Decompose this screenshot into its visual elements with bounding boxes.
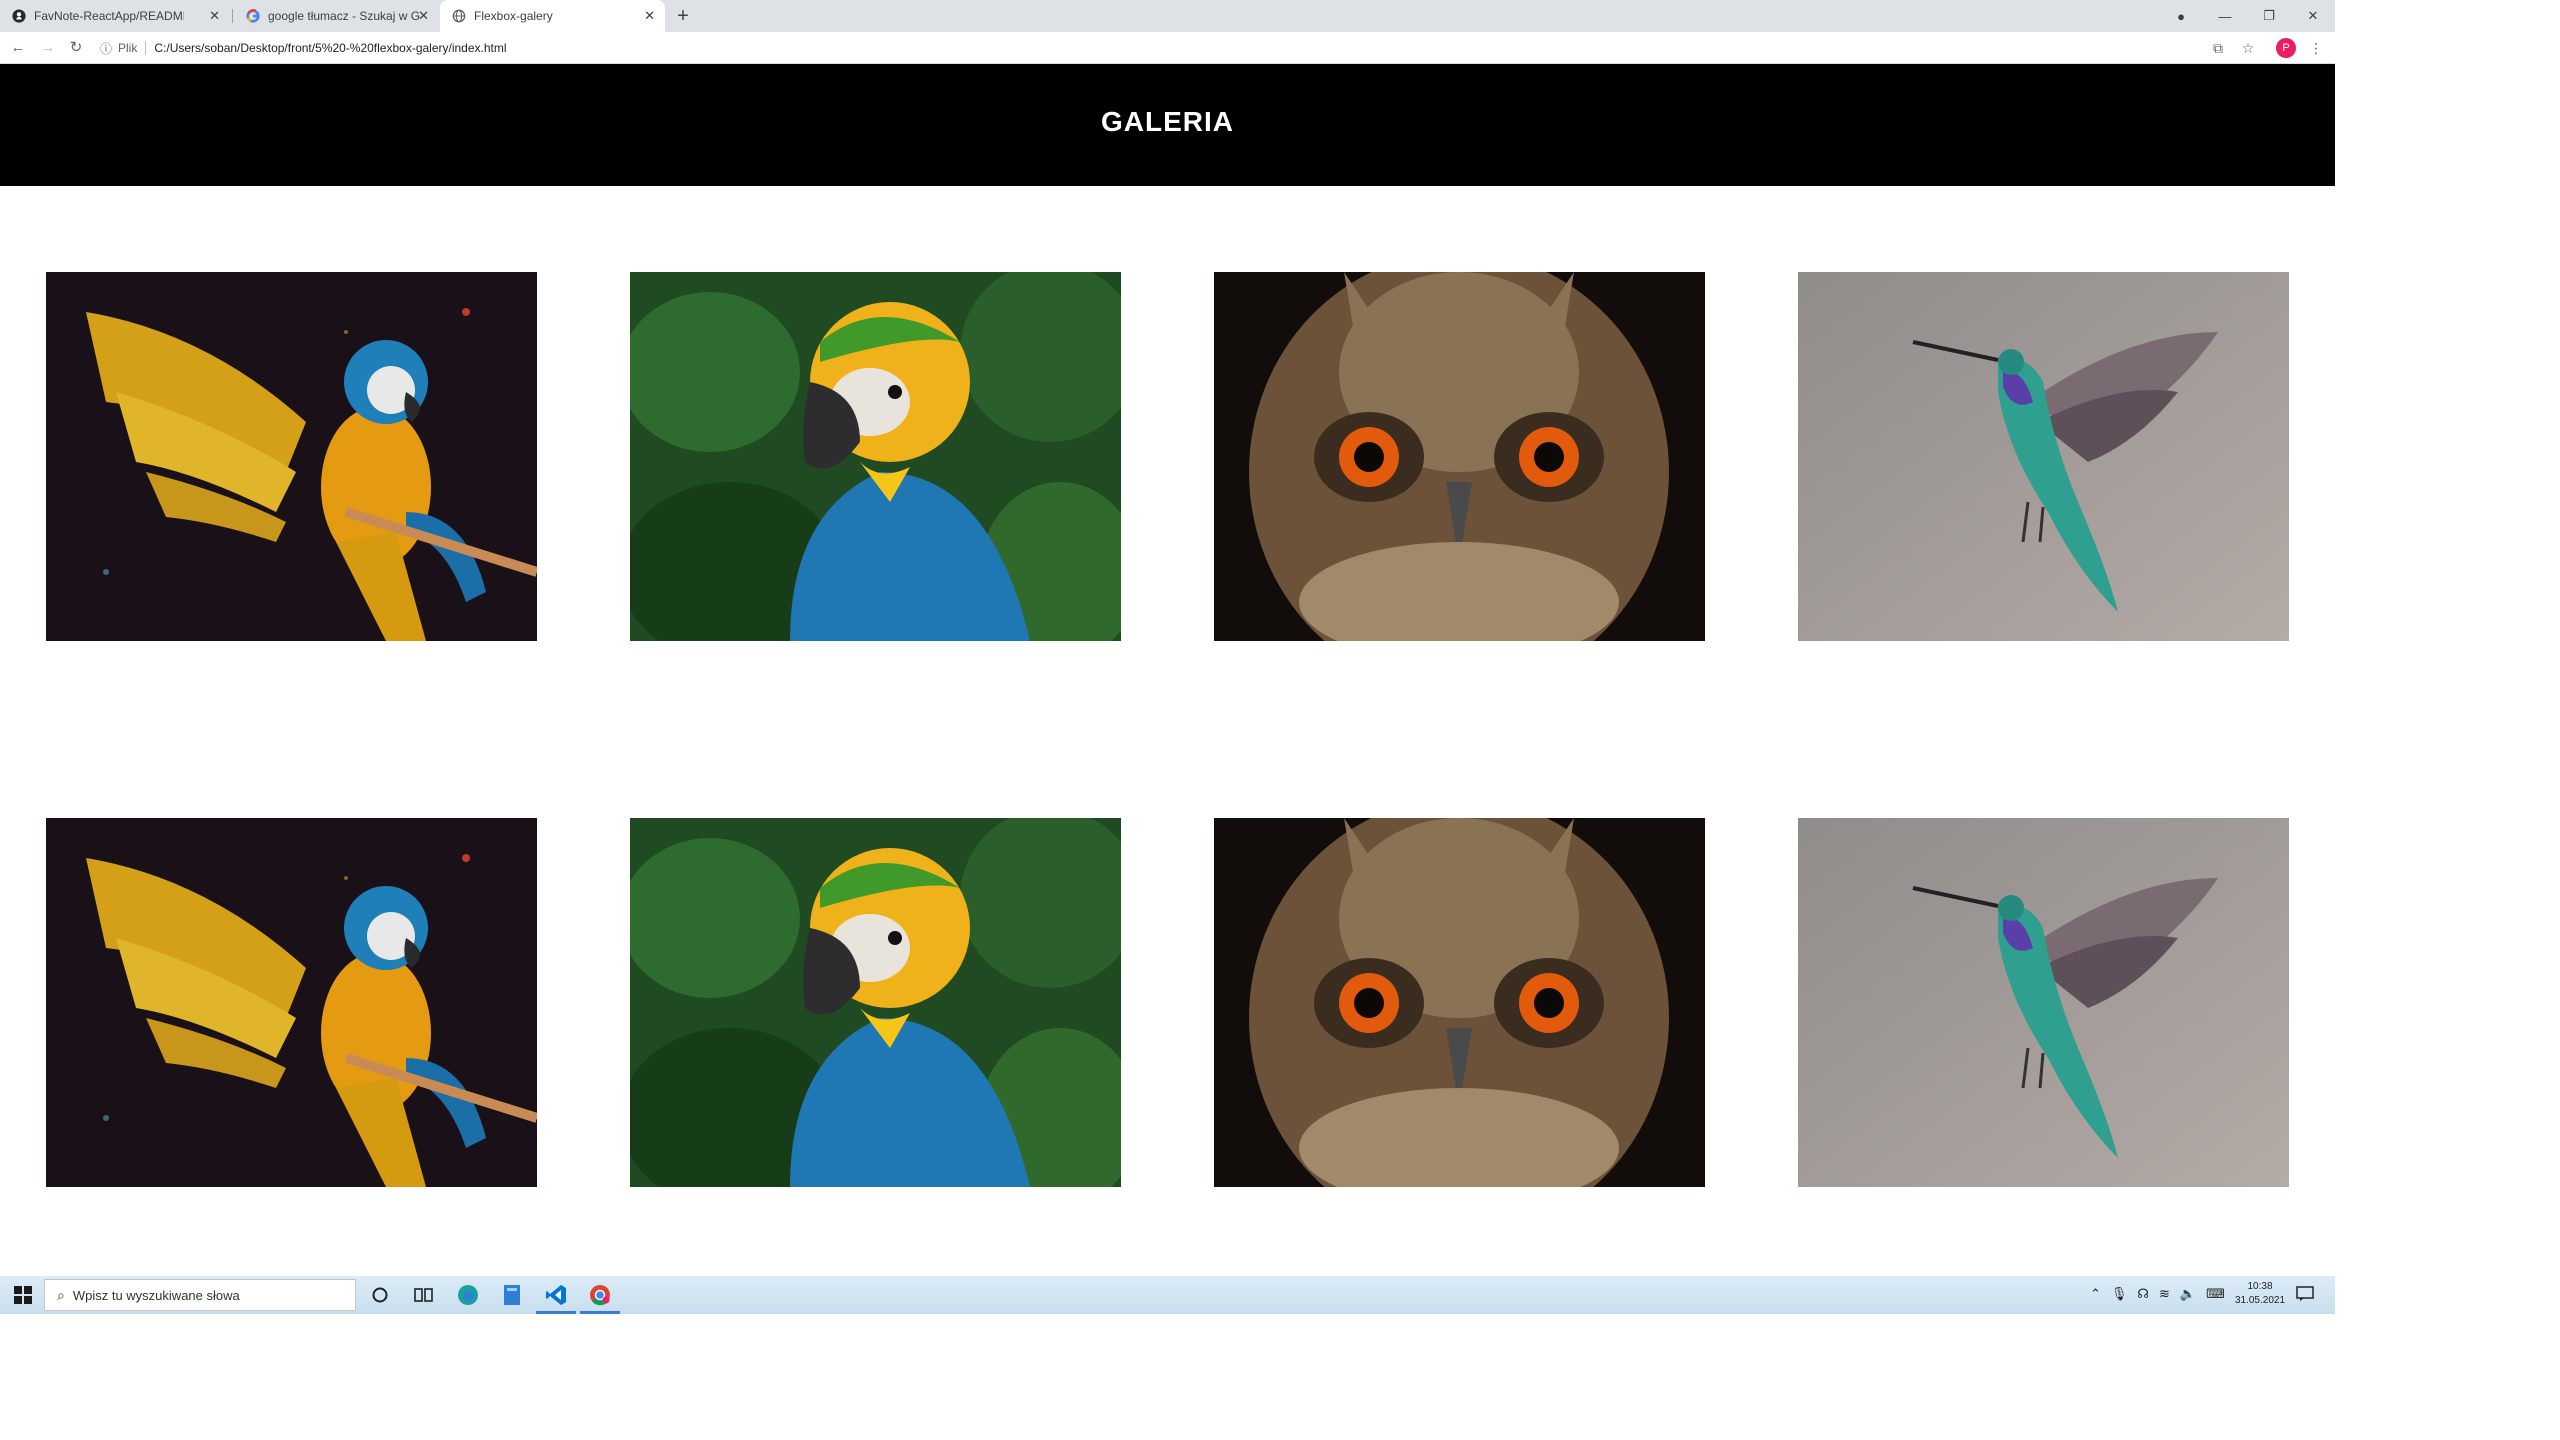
desktop-screen: FavNote-ReactApp/README.md ✕ google tłum… xyxy=(0,0,2335,1314)
chrome-icon[interactable] xyxy=(588,1283,612,1307)
taskbar-clock[interactable]: 10:38 31.05.2021 xyxy=(2228,1280,2292,1308)
url-text[interactable]: C:/Users/soban/Desktop/front/5%20-%20fle… xyxy=(154,41,507,55)
reload-icon[interactable]: ↻ xyxy=(69,39,83,56)
translate-icon[interactable]: ⧉ xyxy=(2213,40,2223,56)
photo-hummingbird[interactable] xyxy=(1798,818,2289,1187)
active-app-indicator xyxy=(536,1311,576,1314)
web-page: GALERIA xyxy=(0,64,2335,1276)
info-icon[interactable]: ⓘ xyxy=(100,41,113,56)
system-tray: ⌃ 🎙 ☊ ≋ 🔈 ⌨ xyxy=(2090,1286,2225,1302)
window-close-icon[interactable]: ✕ xyxy=(2307,8,2319,23)
tab-separator xyxy=(232,9,233,23)
google-icon xyxy=(246,9,260,23)
page-title: GALERIA xyxy=(1101,106,1234,137)
vscode-icon[interactable] xyxy=(544,1283,568,1307)
github-icon xyxy=(12,9,26,23)
address-bar[interactable]: ⓘ Plik C:/Users/soban/Desktop/front/5%20… xyxy=(100,36,2170,60)
tab-title: Flexbox-galery xyxy=(474,9,553,23)
photo-blue-gold-macaw-portrait[interactable] xyxy=(630,272,1121,641)
address-divider xyxy=(145,41,147,55)
volume-icon[interactable]: 🔈 xyxy=(2179,1286,2197,1301)
tab-title: google tłumacz - Szukaj w Google xyxy=(268,9,420,23)
photo-macaw-spread-wings[interactable] xyxy=(46,818,537,1187)
tab-flexbox-galery[interactable]: Flexbox-galery ✕ xyxy=(440,0,665,32)
close-icon[interactable]: ✕ xyxy=(644,8,655,23)
notification-icon[interactable] xyxy=(2296,1286,2314,1302)
tab-title: FavNote-ReactApp/README.md xyxy=(34,9,184,23)
clock-time: 10:38 xyxy=(2247,1281,2273,1292)
tab-google[interactable]: google tłumacz - Szukaj w Google ✕ xyxy=(234,0,439,32)
microphone-icon[interactable]: 🎙 xyxy=(2110,1286,2128,1301)
edge-icon[interactable] xyxy=(456,1283,480,1307)
minimize-icon[interactable]: — xyxy=(2218,8,2232,24)
restore-icon[interactable]: ❐ xyxy=(2263,8,2275,23)
search-placeholder: Wpisz tu wyszukiwane słowa xyxy=(72,1287,240,1303)
network-icon[interactable]: ≋ xyxy=(2158,1286,2170,1301)
search-icon: ⌕ xyxy=(57,1286,65,1303)
globe-icon xyxy=(452,9,466,23)
forward-arrow-icon[interactable]: → xyxy=(40,39,56,56)
photo-owl-face[interactable] xyxy=(1214,818,1705,1187)
clock-date: 31.05.2021 xyxy=(2234,1295,2286,1306)
star-icon[interactable]: ☆ xyxy=(2241,40,2255,56)
taskbar-search-input[interactable]: ⌕ Wpisz tu wyszukiwane słowa xyxy=(44,1279,356,1311)
headset-icon[interactable]: ☊ xyxy=(2137,1286,2149,1301)
photo-macaw-spread-wings[interactable] xyxy=(46,272,537,641)
file-explorer-icon[interactable] xyxy=(500,1283,524,1307)
profile-avatar[interactable]: P xyxy=(2276,38,2296,58)
profile-menu-icon[interactable]: ● xyxy=(2177,8,2185,24)
menu-icon[interactable]: ⋮ xyxy=(2309,40,2323,56)
photo-blue-gold-macaw-portrait[interactable] xyxy=(630,818,1121,1187)
photo-hummingbird[interactable] xyxy=(1798,272,2289,641)
chevron-up-icon[interactable]: ⌃ xyxy=(2090,1286,2101,1301)
keyboard-icon[interactable]: ⌨ xyxy=(2206,1286,2225,1301)
window-controls: ● — ❐ ✕ xyxy=(2159,0,2335,32)
cortana-icon[interactable] xyxy=(368,1283,392,1307)
windows-start-icon[interactable] xyxy=(14,1286,32,1304)
active-app-indicator xyxy=(580,1311,620,1314)
tab-favnote[interactable]: FavNote-ReactApp/README.md ✕ xyxy=(0,0,230,32)
windows-taskbar: ⌕ Wpisz tu wyszukiwane słowa ⌃ 🎙 ☊ ≋ 🔈 xyxy=(0,1276,2335,1314)
photo-owl-face[interactable] xyxy=(1214,272,1705,641)
browser-tab-strip: FavNote-ReactApp/README.md ✕ google tłum… xyxy=(0,0,2335,32)
close-icon[interactable]: ✕ xyxy=(418,8,429,23)
new-tab-button[interactable]: + xyxy=(677,5,689,27)
back-arrow-icon[interactable]: ← xyxy=(10,39,26,56)
scheme-label: Plik xyxy=(118,41,138,55)
page-header: GALERIA xyxy=(0,64,2335,186)
task-view-icon[interactable] xyxy=(412,1283,436,1307)
close-icon[interactable]: ✕ xyxy=(209,8,220,23)
browser-toolbar: ← → ↻ ⓘ Plik C:/Users/soban/Desktop/fron… xyxy=(0,32,2335,64)
